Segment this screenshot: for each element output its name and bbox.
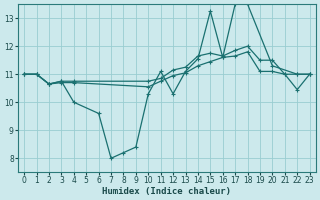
X-axis label: Humidex (Indice chaleur): Humidex (Indice chaleur)	[102, 187, 231, 196]
